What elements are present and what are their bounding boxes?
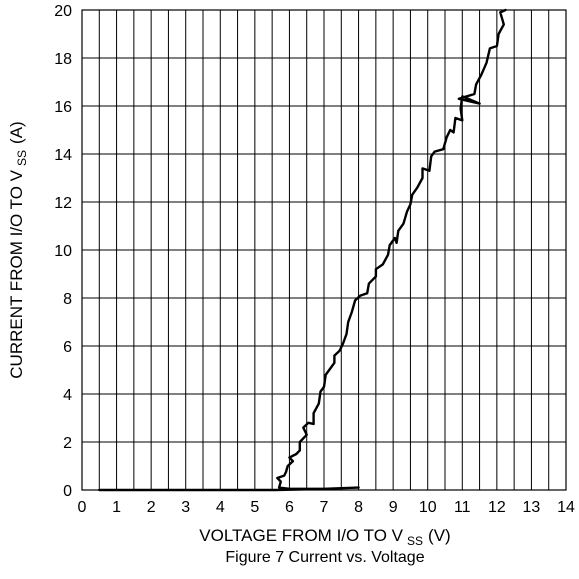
x-tick-label: 1: [112, 499, 121, 516]
grid-lines: [81, 9, 567, 491]
y-tick-label: 4: [63, 387, 72, 404]
x-tick-label: 11: [454, 499, 471, 516]
x-tick-label: 8: [354, 499, 363, 516]
x-tick-label: 3: [181, 499, 190, 516]
y-tick-label: 18: [54, 51, 72, 68]
y-tick-label: 10: [54, 243, 72, 260]
y-tick-label: 2: [63, 435, 72, 452]
y-axis-title: CURRENT FROM I/O TO VSS(A): [7, 121, 29, 378]
x-tick-label: 5: [250, 499, 259, 516]
y-tick-label: 20: [54, 3, 72, 20]
x-tick-label: 2: [147, 499, 156, 516]
y-tick-label: 8: [63, 291, 72, 308]
x-tick-label: 12: [488, 499, 506, 516]
x-tick-label: 6: [285, 499, 294, 516]
y-tick-label: 14: [54, 147, 72, 164]
x-tick-label: 7: [320, 499, 329, 516]
y-tick-label: 16: [54, 99, 72, 116]
y-tick-label: 12: [54, 195, 72, 212]
x-tick-label: 0: [78, 499, 87, 516]
x-tick-label: 14: [557, 499, 575, 516]
x-tick-label: 4: [216, 499, 225, 516]
x-tick-label: 13: [523, 499, 541, 516]
x-tick-label: 10: [419, 499, 437, 516]
series-line-current-vs-voltage: [98, 8, 507, 492]
x-tick-label: 9: [389, 499, 398, 516]
y-tick-label: 0: [63, 483, 72, 500]
y-tick-label: 6: [63, 339, 72, 356]
x-axis-title: VOLTAGE FROM I/O TO V SS (V): [199, 526, 450, 548]
x-tick-labels: 0 1 2 3 4 5 6 7 8 9 10 11 12 13 14: [78, 499, 575, 516]
y-tick-labels: 0 2 4 6 8 10 12 14 16 18 20: [54, 3, 72, 500]
figure-caption: Figure 7 Current vs. Voltage: [225, 549, 424, 566]
